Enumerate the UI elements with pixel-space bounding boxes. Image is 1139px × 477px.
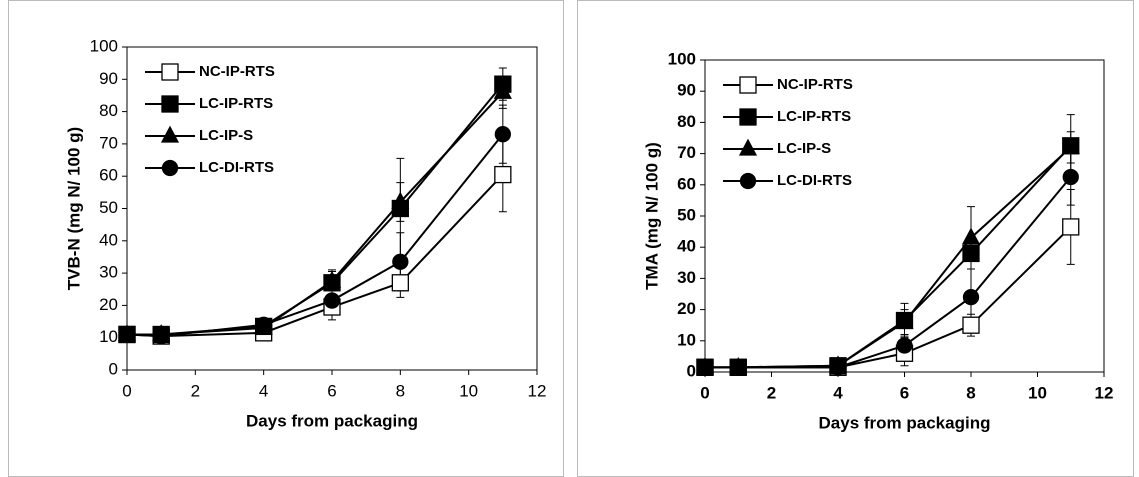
data-point [696, 359, 714, 376]
x-tick-label: 12 [528, 381, 547, 400]
y-tick-label: 0 [109, 359, 118, 378]
data-point [118, 326, 136, 343]
y-tick-label: 90 [677, 81, 696, 100]
data-point [829, 359, 847, 376]
data-point [1062, 168, 1079, 186]
legend-label: LC-DI-RTS [199, 159, 274, 176]
y-tick-label: 80 [99, 101, 118, 120]
legend-label: NC-IP-RTS [199, 63, 275, 80]
data-point [493, 81, 512, 99]
y-tick-label: 40 [677, 237, 696, 256]
series-line [705, 226, 1072, 369]
legend-label: LC-IP-RTS [777, 108, 851, 125]
legend-marker [161, 63, 179, 81]
legend-marker [161, 95, 179, 113]
legend-marker [161, 159, 179, 177]
y-tick-label: 70 [99, 133, 118, 152]
plot-area [126, 46, 538, 371]
data-point [962, 244, 980, 263]
data-point [895, 311, 914, 329]
data-point [323, 292, 341, 309]
x-axis-title: Days from packaging [246, 411, 418, 430]
legend-label: LC-DI-RTS [777, 172, 852, 189]
y-tick-label: 100 [668, 49, 696, 68]
series-line [127, 83, 504, 336]
y-tick-label: 0 [687, 361, 696, 380]
y-tick-label: 40 [99, 230, 118, 249]
legend-label: LC-IP-S [199, 127, 253, 144]
y-axis-title: TVB-N (mg N/ 100 g) [64, 127, 83, 290]
x-tick-label: 6 [900, 383, 909, 402]
data-point [730, 359, 747, 376]
y-tick-label: 20 [677, 299, 696, 318]
series-line [127, 91, 504, 336]
data-point [392, 253, 409, 270]
data-point [494, 126, 511, 143]
series-line [126, 173, 504, 338]
y-tick-label: 80 [677, 112, 696, 131]
legend-marker [739, 172, 757, 190]
y-tick-label: 30 [677, 268, 696, 287]
x-tick-label: 8 [396, 381, 405, 400]
data-point [1062, 218, 1080, 236]
legend-marker [160, 125, 180, 143]
data-point [322, 270, 342, 288]
data-point [961, 227, 981, 245]
data-point [896, 337, 913, 354]
y-tick-label: 50 [677, 205, 696, 224]
x-tick-label: 0 [122, 381, 131, 400]
x-tick-label: 4 [833, 383, 843, 402]
y-tick-label: 30 [99, 263, 118, 282]
x-tick-label: 10 [1028, 383, 1047, 402]
legend-label: NC-IP-RTS [777, 76, 853, 93]
x-tick-label: 12 [1095, 383, 1114, 402]
data-point [1061, 136, 1080, 155]
legend-marker [739, 76, 757, 94]
y-axis-title: TMA (mg N/ 100 g) [642, 142, 661, 290]
legend-label: LC-IP-RTS [199, 95, 273, 112]
data-point [391, 274, 409, 292]
x-tick-label: 4 [259, 381, 268, 400]
y-tick-label: 90 [99, 69, 118, 88]
panel-frame [8, 0, 564, 477]
y-tick-label: 10 [99, 327, 118, 346]
y-tick-label: 20 [99, 295, 118, 314]
y-tick-label: 70 [677, 143, 696, 162]
data-point [962, 316, 980, 334]
x-tick-label: 6 [327, 381, 336, 400]
y-tick-label: 60 [677, 174, 696, 193]
y-tick-label: 100 [90, 36, 118, 55]
x-tick-label: 8 [966, 383, 975, 402]
x-tick-label: 2 [767, 383, 776, 402]
x-tick-label: 0 [700, 383, 709, 402]
data-point [255, 316, 272, 333]
data-point [962, 288, 980, 306]
data-point [494, 165, 512, 184]
x-tick-label: 2 [191, 381, 200, 400]
y-tick-label: 10 [677, 330, 696, 349]
x-axis-title: Days from packaging [819, 413, 991, 432]
data-point [153, 327, 170, 345]
y-tick-label: 50 [99, 198, 118, 217]
legend-label: LC-IP-S [777, 140, 831, 157]
y-tick-label: 60 [99, 166, 118, 185]
legend-marker [739, 108, 757, 126]
x-tick-label: 10 [459, 381, 478, 400]
data-point [391, 191, 410, 209]
legend-marker [738, 138, 758, 156]
